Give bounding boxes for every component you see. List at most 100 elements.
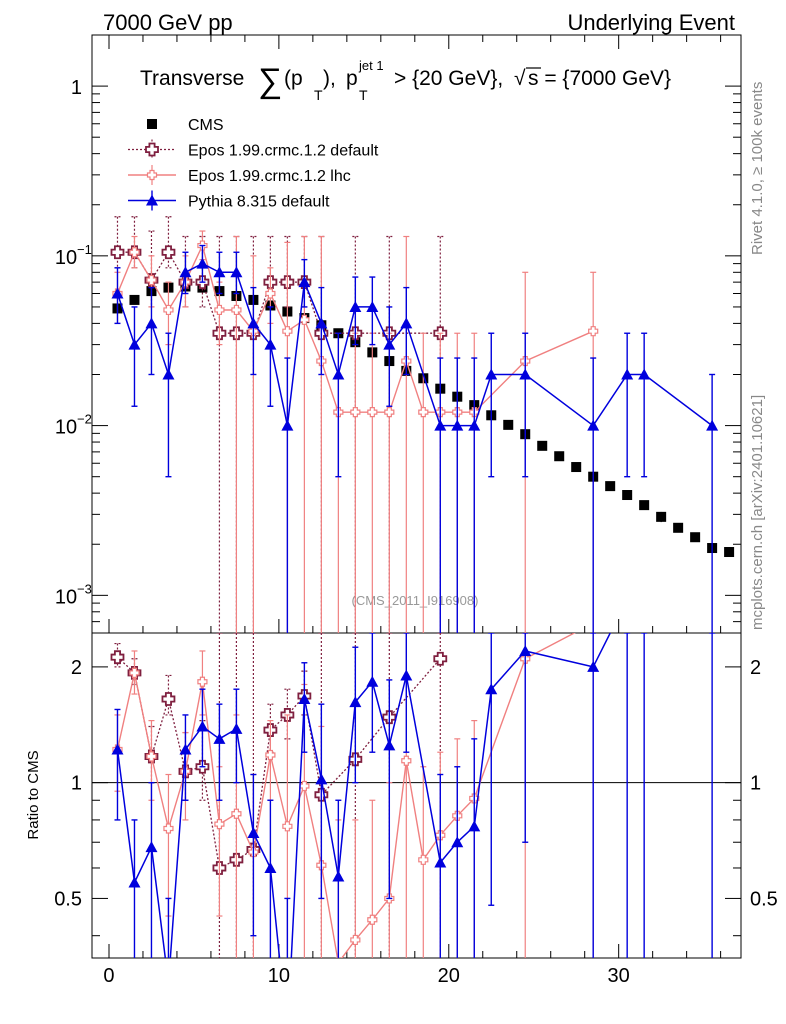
pythia-marker xyxy=(621,368,634,380)
epos-lhc-marker xyxy=(146,169,158,181)
pythia-marker xyxy=(400,317,413,329)
analysis-watermark: (CMS_2011_I916908) xyxy=(352,593,479,608)
x-tick-label: 0 xyxy=(103,965,114,987)
ratio-ylabel: Ratio to CMS xyxy=(25,750,42,839)
cms-marker xyxy=(605,481,616,492)
pythia-marker xyxy=(196,257,209,269)
cms-marker xyxy=(147,119,157,129)
upper-plot-data xyxy=(110,216,735,633)
cms-marker xyxy=(639,500,650,511)
pythia-marker xyxy=(451,836,464,848)
cms-marker xyxy=(724,547,735,558)
cms-marker xyxy=(571,462,582,473)
epos-lhc-marker xyxy=(350,934,361,946)
pythia-marker xyxy=(213,732,226,744)
epos-lhc-marker xyxy=(384,407,395,418)
x-tick-label: 30 xyxy=(608,965,630,987)
header-right: Underlying Event xyxy=(567,10,735,35)
ratio-y-tick-label-right: 0.5 xyxy=(750,888,778,910)
pythia-marker xyxy=(332,368,345,380)
pythia-marker xyxy=(146,194,158,206)
legend-label: Pythia 8.315 default xyxy=(188,194,330,211)
legend-label: Epos 1.99.crmc.1.2 lhc xyxy=(188,168,351,185)
epos_default-line xyxy=(117,250,441,334)
epos-lhc-marker xyxy=(418,407,429,418)
plot-title: Transverse ∑ (p T ), p jet 1 T > {20 GeV… xyxy=(140,58,671,103)
y-tick-label: 1 xyxy=(71,77,82,99)
pythia-marker xyxy=(434,856,447,868)
pythia-marker xyxy=(468,820,481,832)
pythia-marker xyxy=(706,419,719,431)
rivet-label: Rivet 4.1.0, ≥ 100k events xyxy=(749,82,766,255)
epos-lhc-marker xyxy=(367,914,378,925)
pythia-marker xyxy=(298,693,311,705)
pythia-marker xyxy=(587,660,600,672)
svg-text:Transverse: Transverse xyxy=(140,67,244,90)
pythia-marker xyxy=(468,419,481,431)
pythia-marker xyxy=(145,317,158,329)
title-sub-t2: T xyxy=(359,87,368,103)
cms-marker xyxy=(537,440,548,451)
epos-lhc-marker xyxy=(418,854,429,865)
title-main: Transverse xyxy=(140,67,244,90)
cms-marker xyxy=(554,451,565,462)
pythia-marker xyxy=(434,419,447,431)
epos-lhc-marker xyxy=(214,304,225,316)
y-tick-label: 10 xyxy=(55,247,77,269)
ratio-y-tick-label: 0.5 xyxy=(54,888,82,910)
title-close: ), xyxy=(323,67,336,90)
legend-item-cms: CMS xyxy=(147,117,224,134)
pythia-marker xyxy=(519,644,532,656)
pythia-marker xyxy=(247,826,260,838)
title-p: p xyxy=(346,67,358,90)
pythia-marker xyxy=(638,593,650,604)
pythia-marker xyxy=(638,368,651,380)
ratio-plot-data xyxy=(110,593,716,958)
header-left: 7000 GeV pp xyxy=(103,10,233,35)
legend-label: Epos 1.99.crmc.1.2 default xyxy=(188,143,379,160)
pythia-marker xyxy=(230,722,243,734)
ratio-y-tick-label-right: 2 xyxy=(750,657,761,679)
pythia-marker xyxy=(247,317,260,329)
pythia-marker xyxy=(519,368,532,380)
ratio-y-tick-label: 2 xyxy=(71,657,82,679)
pythia-marker xyxy=(145,841,158,853)
pythia-marker xyxy=(128,338,141,350)
pythia-marker xyxy=(366,300,379,312)
title-energy: s = {7000 GeV} xyxy=(528,67,671,90)
pythia-marker xyxy=(230,266,243,278)
x-tick-label: 10 xyxy=(268,965,290,987)
epos-lhc-marker xyxy=(401,755,412,766)
y-tick-exponent: −1 xyxy=(77,242,92,257)
pythia-marker xyxy=(179,743,192,755)
pythia-marker xyxy=(485,368,498,380)
epos-lhc-marker xyxy=(129,247,140,258)
ratio-panel-frame xyxy=(91,632,742,959)
mcplots-label: mcplots.cern.ch [arXiv:2401.10621] xyxy=(749,395,766,630)
legend-label: CMS xyxy=(188,117,224,134)
pythia-marker xyxy=(298,276,311,288)
cms-marker xyxy=(503,419,514,430)
title-open: (p xyxy=(284,67,303,90)
epos-default-marker xyxy=(433,651,448,666)
epos-lhc-marker xyxy=(588,326,599,337)
pythia-marker xyxy=(621,593,633,604)
pythia-marker xyxy=(213,266,226,278)
epos-lhc-marker xyxy=(231,304,242,316)
pythia-marker xyxy=(383,739,396,751)
cms-marker xyxy=(673,522,684,533)
cms-marker xyxy=(129,294,140,305)
legend-item-pythia: Pythia 8.315 default xyxy=(128,190,330,211)
y-tick-label: 10 xyxy=(55,586,77,608)
pythia-marker xyxy=(400,669,413,681)
pythia-marker xyxy=(349,300,362,312)
x-tick-label: 20 xyxy=(438,965,460,987)
epos-lhc-marker xyxy=(214,819,225,830)
pythia-marker xyxy=(111,743,124,755)
epos-lhc-marker xyxy=(265,288,276,299)
pythia-marker xyxy=(451,419,464,431)
pythia-marker xyxy=(196,720,209,732)
epos-lhc-marker xyxy=(146,751,157,762)
title-sum: ∑ xyxy=(258,62,282,100)
